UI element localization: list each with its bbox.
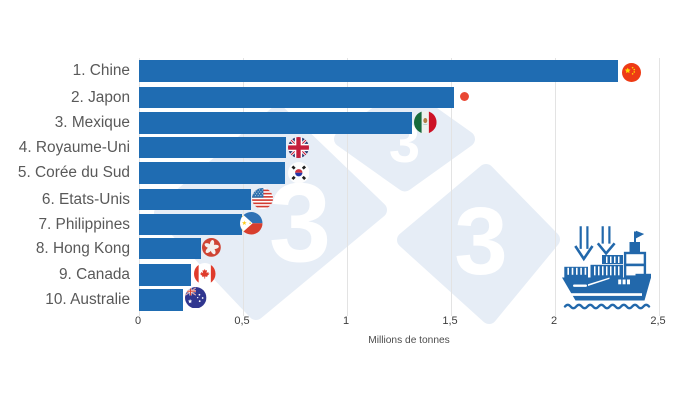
svg-text:3: 3 [454, 188, 507, 295]
